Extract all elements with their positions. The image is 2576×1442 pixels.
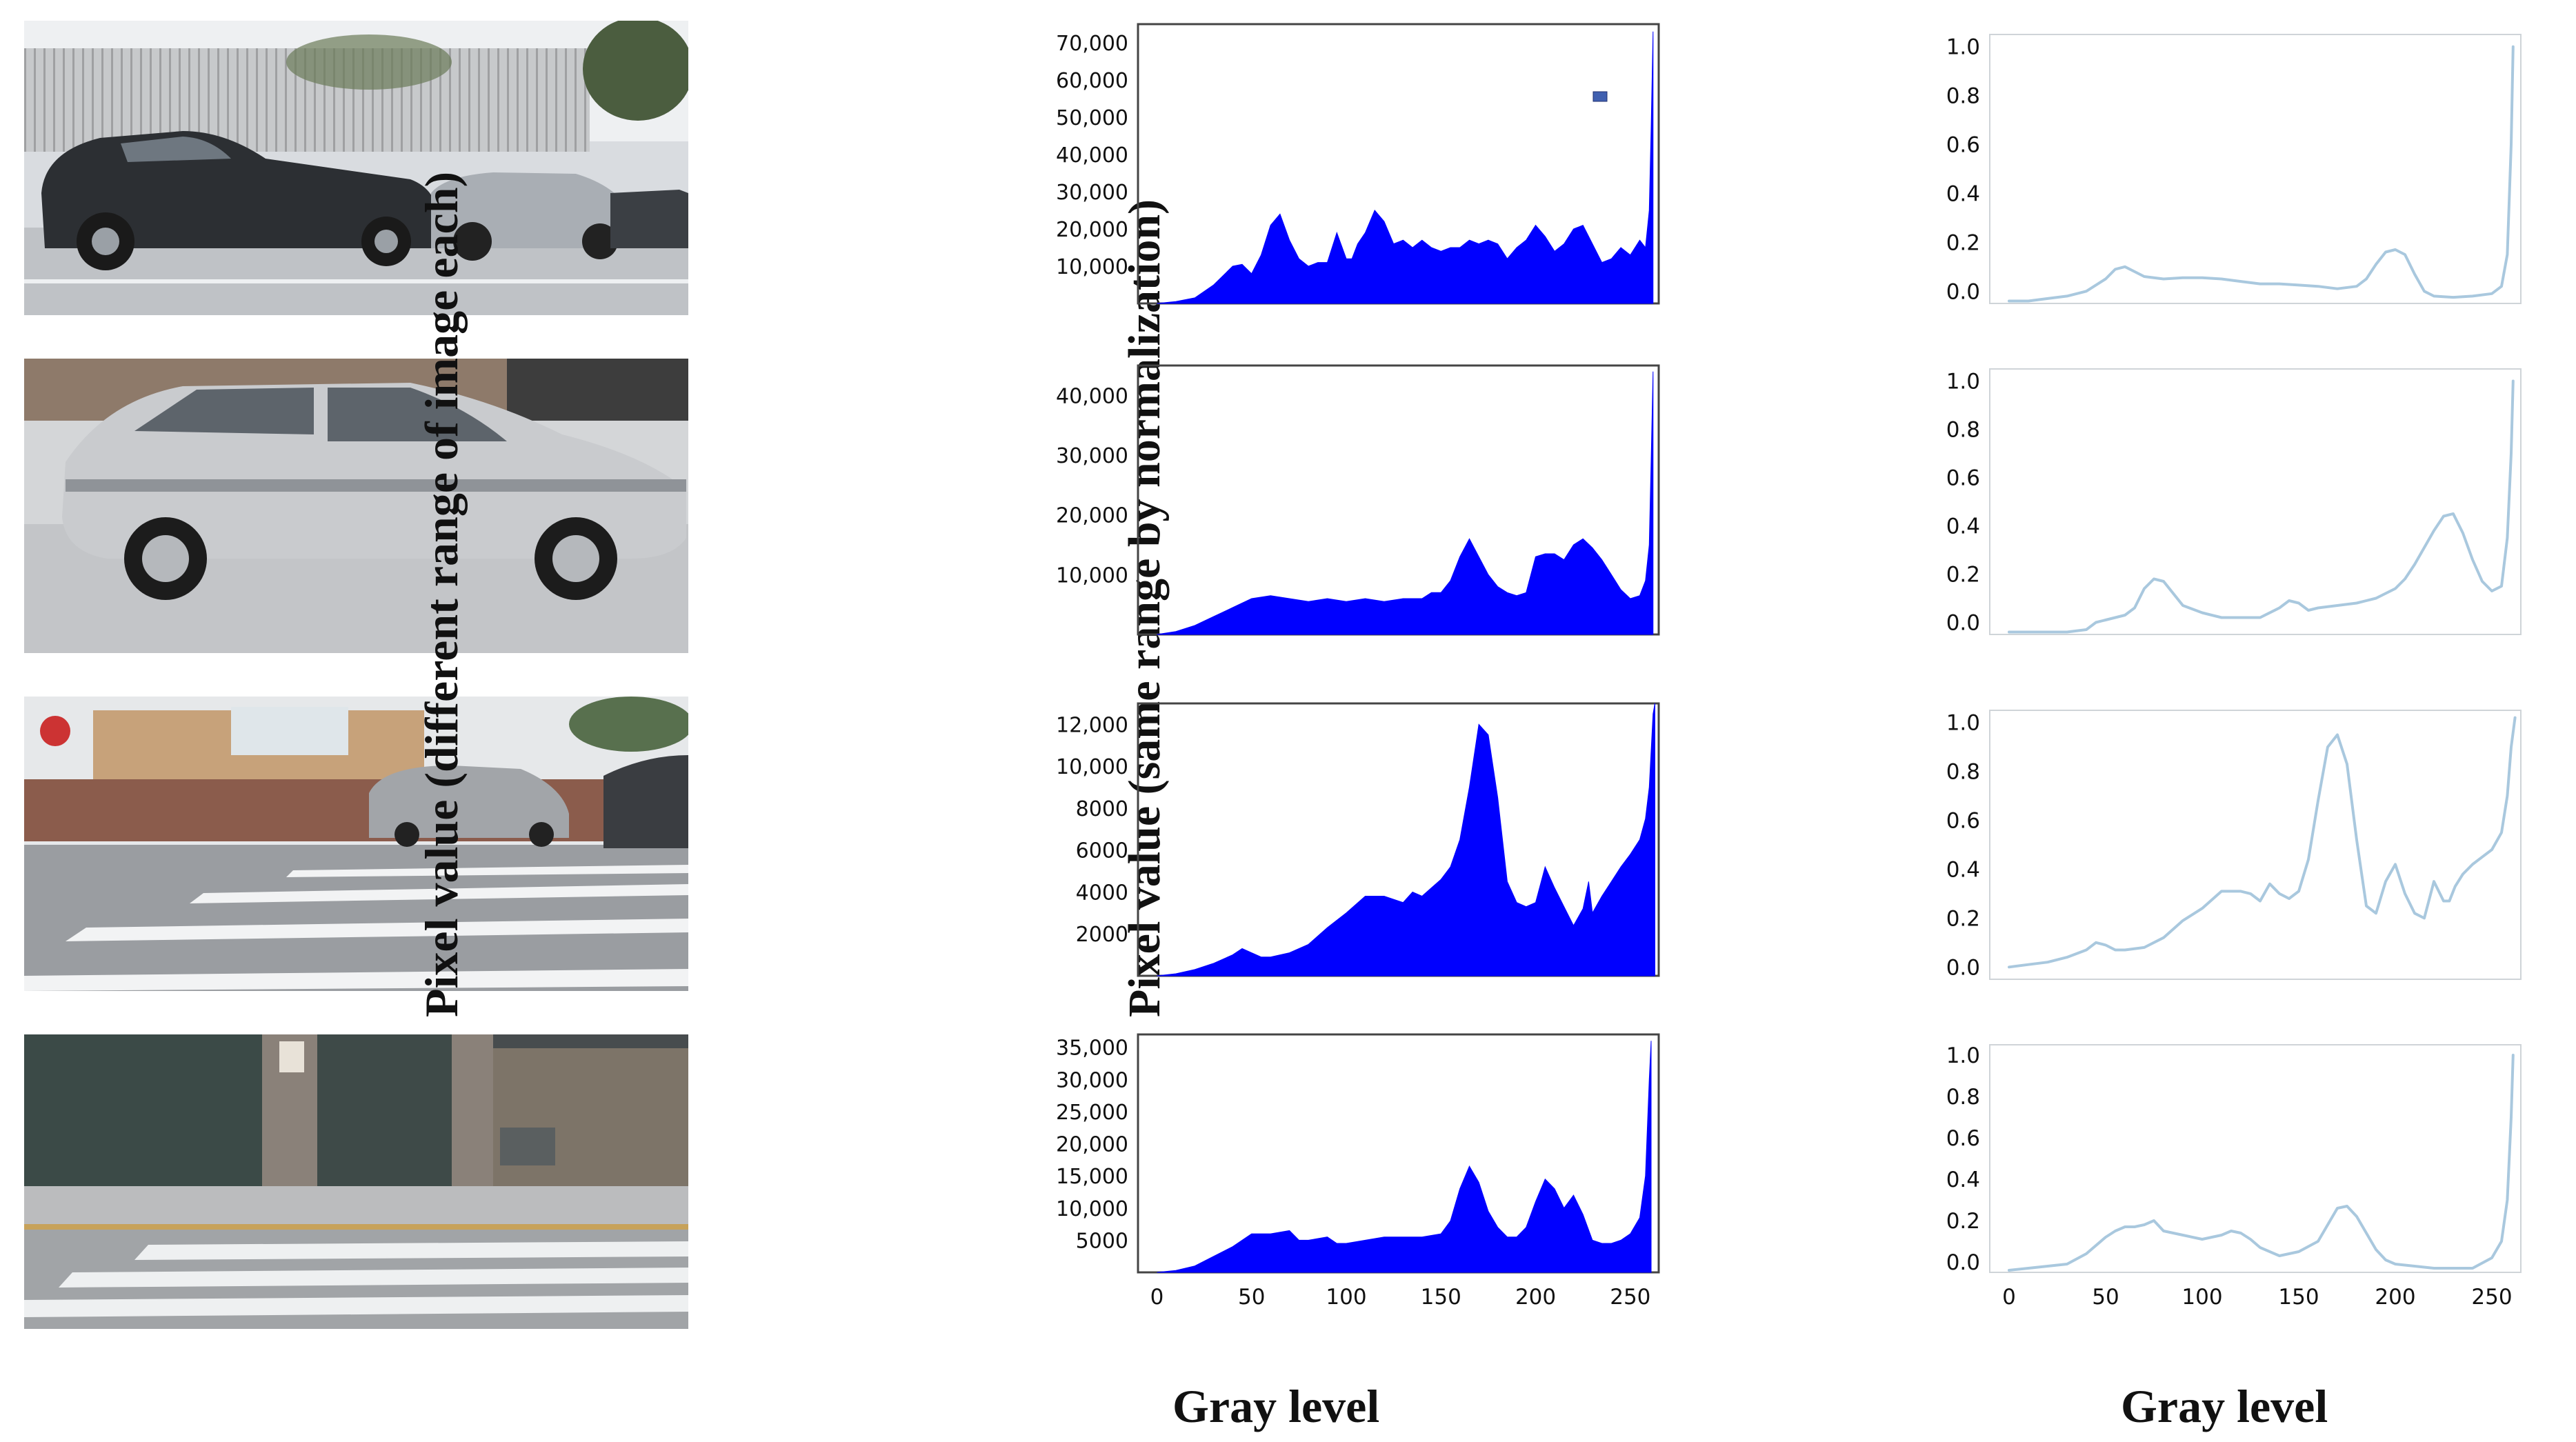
x-tick-label: 150 [2278, 1285, 2319, 1310]
y-tick-label: 40,000 [1056, 384, 1128, 408]
x-tick-label: 100 [2181, 1285, 2222, 1310]
y-tick-label: 0.2 [1946, 906, 1980, 931]
y-tick-label: 0.0 [1946, 611, 1980, 636]
y-tick-label: 8000 [1076, 797, 1128, 821]
y-tick-label: 30,000 [1056, 444, 1128, 468]
plot-frame [1989, 710, 2522, 980]
y-tick-label: 30,000 [1056, 1068, 1128, 1092]
y-tick-label: 2000 [1076, 923, 1128, 947]
chart-svg: 0.0 0.2 0.4 0.6 0.8 1.0 0 50 100 150 200 250 [1946, 1043, 2522, 1310]
y-tick-label: 0.8 [1946, 84, 1980, 109]
x-tick-label: 250 [2471, 1285, 2512, 1310]
left-x-axis-title: Gray level [1172, 1380, 1380, 1432]
normalized-panel-4: 0.0 0.2 0.4 0.6 0.8 1.0 0 50 100 150 200 250 [1883, 1031, 2528, 1314]
y-tick-label: 0.2 [1946, 230, 1980, 255]
y-tick-label: 6000 [1076, 839, 1128, 863]
y-tick-label: 70,000 [1056, 32, 1128, 56]
x-tick-label: 200 [1515, 1285, 1556, 1310]
x-tick-label: 50 [1238, 1285, 1265, 1310]
y-tick-label: 10,000 [1056, 255, 1128, 279]
y-tick-label: 0.6 [1946, 809, 1980, 834]
y-tick-label: 30,000 [1056, 181, 1128, 205]
legend-marker [1592, 91, 1608, 102]
normalized-line [2008, 1054, 2515, 1272]
histogram-panel-1: 10,000 20,000 30,000 40,000 50,000 60,000 70,0… [983, 14, 1679, 310]
y-tick-label: 10,000 [1056, 563, 1128, 588]
y-tick-label: 1.0 [1946, 370, 1980, 394]
y-tick-label: 0.4 [1946, 857, 1980, 882]
chart-svg: 0.0 0.2 0.4 0.6 0.8 1.0 [1946, 368, 2522, 636]
histogram-panel-2: 10,000 20,000 30,000 40,000 [983, 355, 1679, 641]
y-tick-label: 50,000 [1056, 106, 1128, 130]
x-tick-label: 200 [2375, 1285, 2415, 1310]
histogram-area [1157, 31, 1654, 304]
photo-1 [24, 21, 688, 315]
normalized-panel-2: 0.0 0.2 0.4 0.6 0.8 1.0 [1883, 355, 2528, 641]
x-tick-label: 100 [1326, 1285, 1366, 1310]
x-tick-label: 0 [1150, 1285, 1164, 1310]
y-tick-label: 40,000 [1056, 143, 1128, 168]
plot-frame [1989, 368, 2522, 635]
y-tick-label: 4000 [1076, 881, 1128, 905]
histogram-area [1157, 703, 1656, 977]
y-tick-label: 20,000 [1056, 1133, 1128, 1157]
photo-3 [24, 697, 688, 991]
left-y-axis-title: Pixel value (different range of image ea… [415, 171, 468, 1017]
y-tick-label: 0.4 [1946, 181, 1980, 206]
plot-frame [1989, 1044, 2522, 1273]
y-tick-label: 0.4 [1946, 1168, 1980, 1192]
normalized-panel-3: 0.0 0.2 0.4 0.6 0.8 1.0 [1883, 697, 2528, 986]
y-tick-label: 25,000 [1056, 1101, 1128, 1125]
plot-frame [1989, 34, 2522, 304]
histogram-area [1157, 1041, 1652, 1273]
x-tick-label: 150 [1421, 1285, 1461, 1310]
y-tick-label: 20,000 [1056, 504, 1128, 528]
chart-svg: 10,000 20,000 30,000 40,000 50,000 60,000 70,0… [1056, 23, 1660, 305]
y-tick-label: 0.0 [1946, 1250, 1980, 1275]
x-tick-label: 50 [2092, 1285, 2119, 1310]
y-tick-label: 1.0 [1946, 35, 1980, 60]
y-tick-label: 35,000 [1056, 1037, 1128, 1061]
y-tick-label: 0.4 [1946, 514, 1980, 539]
y-tick-label: 1.0 [1946, 711, 1980, 736]
y-tick-label: 10,000 [1056, 1197, 1128, 1221]
y-tick-label: 0.2 [1946, 563, 1980, 588]
y-tick-label: 10,000 [1056, 755, 1128, 779]
y-tick-label: 12,000 [1056, 713, 1128, 737]
chart-svg: 0.0 0.2 0.4 0.6 0.8 1.0 [1946, 710, 2522, 980]
chart-svg: 2000 4000 6000 8000 10,000 12,000 [1056, 702, 1660, 977]
y-tick-label: 0.0 [1946, 279, 1980, 304]
y-tick-label: 20,000 [1056, 218, 1128, 242]
histogram-panel-3: 2000 4000 6000 8000 10,000 12,000 [983, 693, 1679, 983]
y-tick-label: 0.6 [1946, 133, 1980, 158]
normalized-line [2008, 716, 2517, 969]
right-x-axis-title: Gray level [2121, 1380, 2328, 1432]
x-tick-label: 0 [2002, 1285, 2016, 1310]
x-tick-label: 250 [1610, 1285, 1650, 1310]
chart-svg: 5000 10,000 15,000 20,000 25,000 30,000 35,000… [1056, 1033, 1660, 1310]
y-tick-label: 5000 [1076, 1229, 1128, 1253]
y-tick-label: 0.6 [1946, 1126, 1980, 1151]
y-tick-label: 15,000 [1056, 1165, 1128, 1189]
y-tick-label: 0.2 [1946, 1209, 1980, 1234]
photo-4 [24, 1034, 688, 1329]
normalized-line [2008, 45, 2515, 303]
normalized-line [2008, 379, 2515, 634]
y-tick-label: 0.8 [1946, 418, 1980, 443]
y-tick-label: 0.6 [1946, 466, 1980, 491]
normalized-panel-1: 0.0 0.2 0.4 0.6 0.8 1.0 [1883, 21, 2528, 310]
histogram-panel-4: 5000 10,000 15,000 20,000 25,000 30,000 35,000… [983, 1024, 1679, 1314]
y-tick-label: 0.0 [1946, 955, 1980, 980]
y-tick-label: 0.8 [1946, 1085, 1980, 1110]
y-tick-label: 1.0 [1946, 1043, 1980, 1068]
y-tick-label: 60,000 [1056, 69, 1128, 93]
photo-2 [24, 359, 688, 653]
chart-svg: 0.0 0.2 0.4 0.6 0.8 1.0 [1946, 34, 2522, 304]
y-tick-label: 0.8 [1946, 760, 1980, 785]
histogram-area [1157, 371, 1654, 635]
chart-svg: 10,000 20,000 30,000 40,000 [1056, 364, 1660, 636]
